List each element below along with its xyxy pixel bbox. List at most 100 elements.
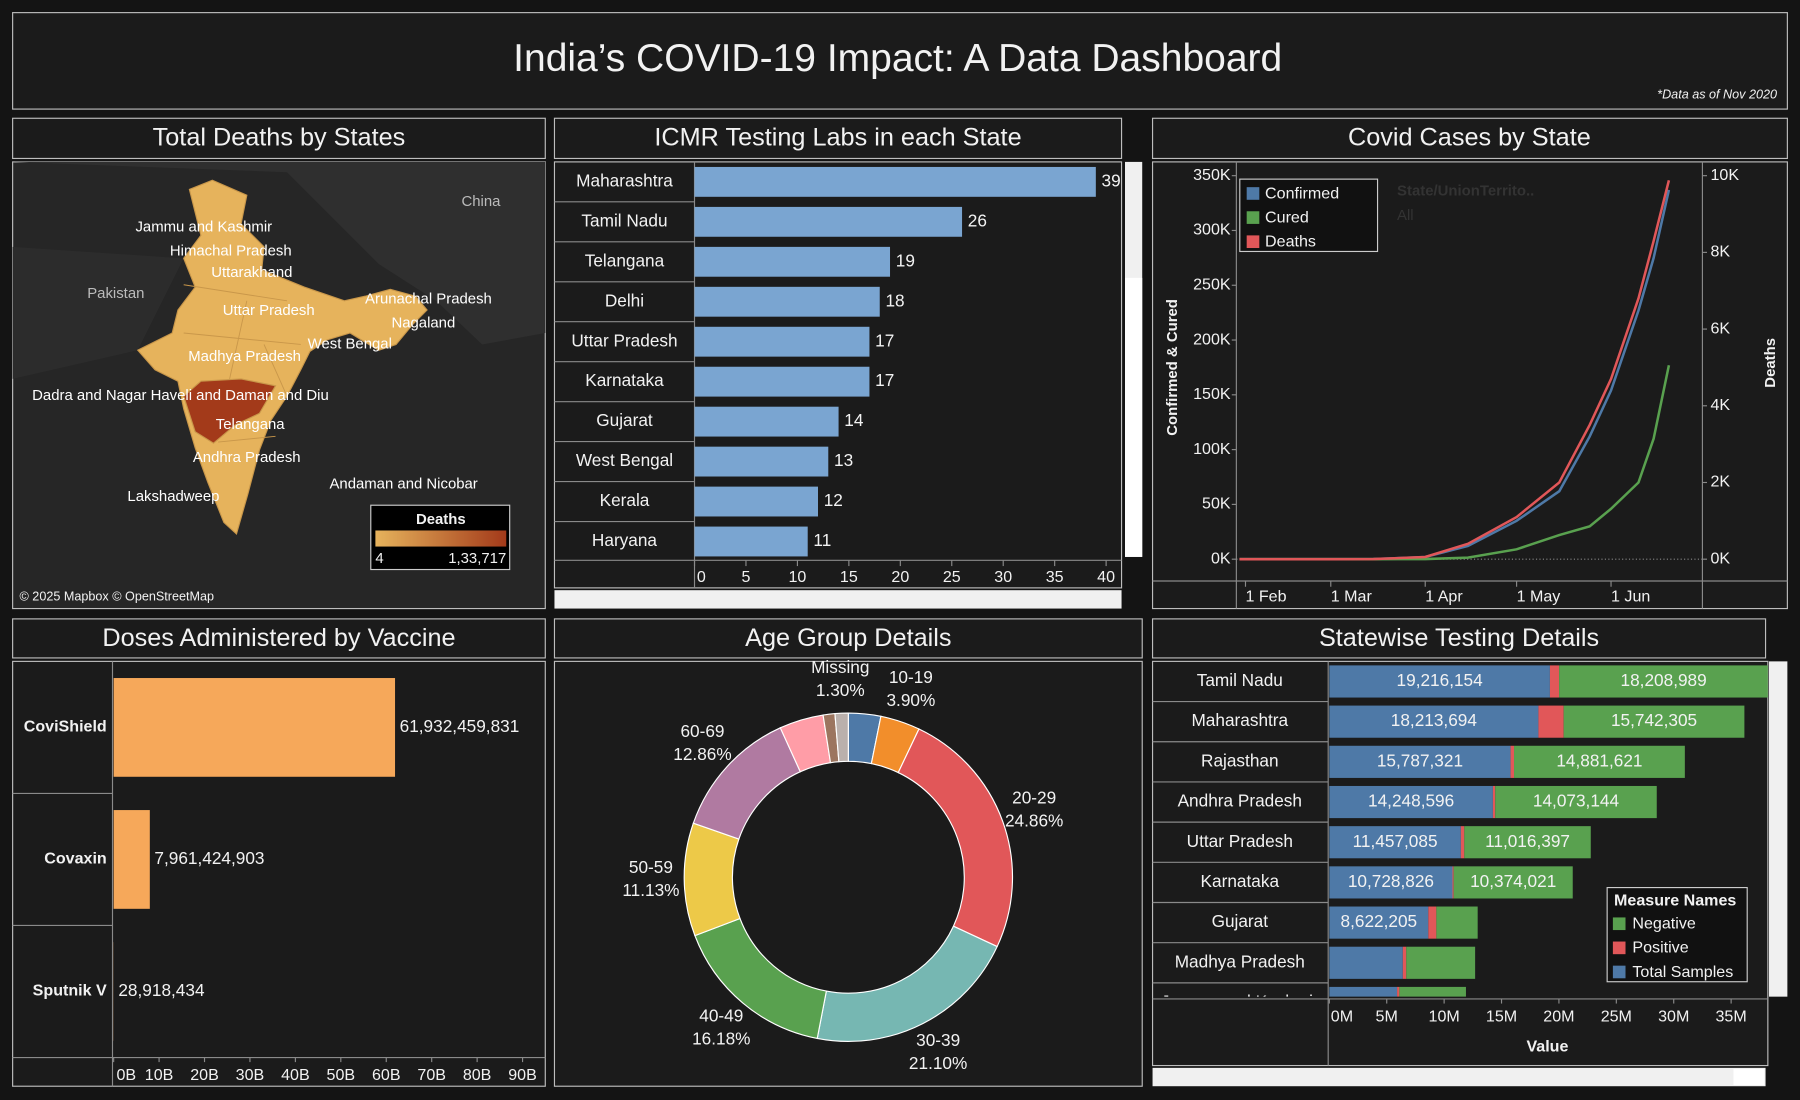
legend-min: 4	[375, 550, 383, 567]
map-label: Lakshadweep	[127, 488, 219, 505]
map-label: Jammu and Kashmir	[135, 218, 272, 235]
series-line	[1239, 179, 1671, 561]
legend-title: Measure Names	[1614, 892, 1736, 910]
bar	[694, 326, 870, 357]
value-label: 17	[875, 330, 894, 350]
panel-title: Covid Cases by State	[1348, 124, 1591, 152]
legend-label: Negative	[1632, 915, 1695, 933]
legend-swatch	[1246, 187, 1260, 200]
category-label: Jammu and Kashmir	[1161, 992, 1319, 1012]
scrollbar[interactable]	[1152, 1067, 1766, 1087]
scrollbar-thumb[interactable]	[1125, 277, 1143, 557]
slice-label: 20-29	[1012, 788, 1056, 808]
bar-segment	[1329, 906, 1429, 939]
category-label: Maharashtra	[1191, 710, 1288, 730]
category-label: Uttar Pradesh	[1187, 831, 1293, 851]
state-border	[218, 435, 276, 443]
donut-slice	[834, 712, 849, 763]
x-tick-label: 90B	[508, 1066, 537, 1084]
bar-segment	[1406, 946, 1476, 979]
legend-gradient	[375, 530, 507, 547]
category-label: Sputnik V	[33, 982, 107, 1000]
category-label: Tamil Nadu	[1197, 670, 1283, 690]
slice-label: Missing	[811, 657, 869, 677]
value-label: 28,918,434	[118, 980, 205, 1000]
bar-segment	[1397, 986, 1400, 997]
map-label: Telangana	[216, 416, 285, 433]
segment-label: 14,881,621	[1556, 750, 1642, 770]
legend-label: Total Samples	[1632, 963, 1733, 981]
y-tick-label: 0K	[1211, 549, 1231, 567]
bar-segment	[1428, 906, 1437, 939]
panel-title-box	[1151, 618, 1767, 659]
donut-slice	[683, 822, 741, 937]
x-tick-label: 25M	[1601, 1008, 1632, 1026]
legend-swatch	[1246, 211, 1260, 224]
x-tick-label: 30M	[1658, 1008, 1689, 1026]
state-border	[183, 332, 301, 345]
y-tick-label: 50K	[1202, 495, 1231, 513]
x-tick-label: 15	[840, 568, 858, 586]
category-label: Maharashtra	[576, 170, 673, 190]
x-tick-label: 10B	[145, 1066, 174, 1084]
bar-segment	[1402, 946, 1407, 979]
bar	[694, 246, 891, 277]
map-label: West Bengal	[308, 335, 392, 352]
map-neighbour	[12, 161, 546, 345]
slice-value: 16.18%	[692, 1028, 750, 1048]
bar	[694, 486, 818, 517]
map-label: China	[461, 193, 501, 210]
y2-tick-label: 0K	[1710, 549, 1730, 567]
legend-swatch	[1612, 941, 1626, 955]
value-label: 19	[896, 250, 915, 270]
category-label: Uttar Pradesh	[571, 330, 677, 350]
slice-label: 10-19	[889, 667, 933, 687]
bar-segment	[1492, 785, 1496, 819]
y-tick-label: 200K	[1193, 330, 1231, 348]
category-label: Madhya Pradesh	[1175, 951, 1305, 971]
bar-segment	[1464, 826, 1591, 859]
slice-value: 12.86%	[673, 744, 731, 764]
panel-title: Statewise Testing Details	[1319, 624, 1599, 652]
x-tick-label: 40	[1097, 568, 1115, 586]
panel-title: Doses Administered by Vaccine	[102, 624, 455, 652]
scrollbar[interactable]	[1769, 661, 1788, 997]
legend-max: 1,33,717	[448, 550, 506, 567]
x-tick-label: 0M	[1331, 1008, 1353, 1026]
category-label: Gujarat	[596, 410, 653, 430]
bar-segment	[1495, 785, 1657, 819]
y-tick-label: 150K	[1193, 385, 1231, 403]
value-label: 12	[824, 490, 843, 510]
bar-segment	[1329, 665, 1550, 698]
legend-swatch	[1612, 917, 1626, 931]
segment-label: 14,073,144	[1533, 791, 1620, 811]
map-neighbour	[12, 246, 184, 379]
bar	[694, 446, 829, 477]
bar	[113, 678, 396, 777]
y2-axis-title: Deaths	[1762, 338, 1779, 388]
x-tick-label: 35M	[1715, 1008, 1746, 1026]
y2-tick-label: 2K	[1710, 473, 1730, 491]
category-label: CoviShield	[24, 718, 107, 736]
panel-title-box	[12, 117, 546, 160]
header-box	[12, 12, 1788, 110]
x-tick-label: 40B	[281, 1066, 310, 1084]
note: *Data as of Nov 2020	[1657, 88, 1777, 102]
scrollbar[interactable]	[554, 590, 1122, 609]
bar	[694, 526, 808, 557]
slice-value: 11.13%	[622, 880, 679, 900]
segment-label: 19,216,154	[1397, 670, 1484, 690]
map-label: Andhra Pradesh	[193, 449, 301, 466]
map-label: Uttarakhand	[211, 264, 292, 281]
panel-title-box	[553, 618, 1143, 659]
segment-label: 14,248,596	[1368, 791, 1454, 811]
panel-title-box	[1151, 117, 1788, 160]
state-border	[183, 284, 288, 302]
value-label: 17	[875, 370, 894, 390]
y-tick-label: 100K	[1193, 440, 1231, 458]
panel-title: ICMR Testing Labs in each State	[654, 124, 1021, 152]
scrollbar-thumb[interactable]	[1733, 1068, 1765, 1086]
state-highlight	[183, 378, 277, 444]
x-tick-label: 60B	[372, 1066, 401, 1084]
